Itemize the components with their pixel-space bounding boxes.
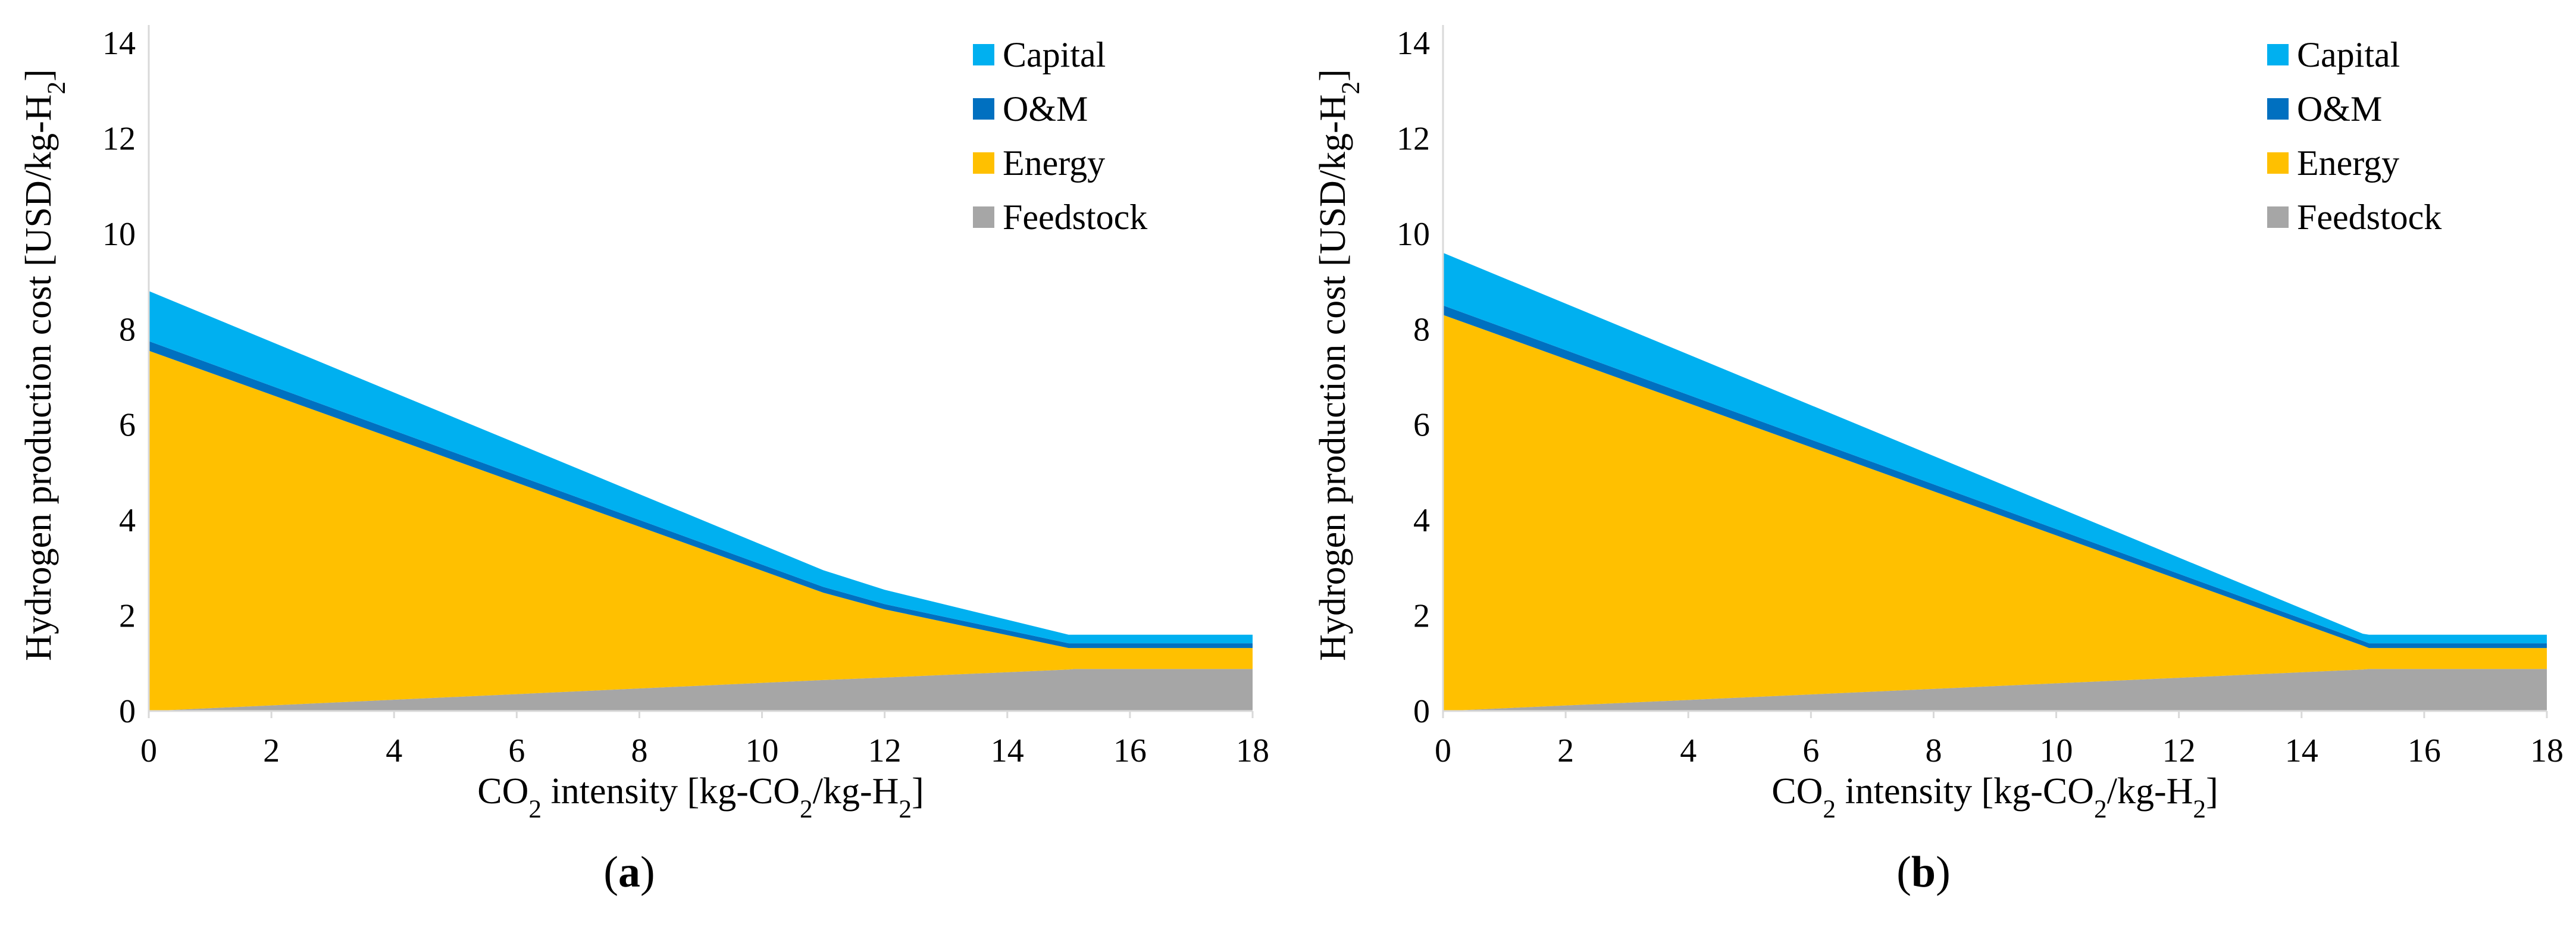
- legend-label-om: O&M: [2297, 89, 2382, 129]
- y-tick-label: 6: [119, 407, 136, 444]
- legend-swatch-om: [2267, 98, 2289, 120]
- x-tick-label: 6: [1802, 732, 1819, 769]
- x-tick-label: 14: [2285, 732, 2318, 769]
- legend-label-capital: Capital: [2297, 35, 2400, 74]
- x-tick-label: 4: [386, 732, 402, 769]
- legend-swatch-feedstock: [2267, 206, 2289, 228]
- legend-swatch-energy: [973, 152, 994, 174]
- y-axis-title: Hydrogen production cost [USD/kg-H2]: [18, 69, 71, 661]
- legend-label-feedstock: Feedstock: [1003, 198, 1147, 237]
- y-tick-label: 6: [1413, 407, 1430, 444]
- y-axis-title: Hydrogen production cost [USD/kg-H2]: [1313, 69, 1365, 661]
- x-tick-label: 8: [631, 732, 647, 769]
- x-axis-title: CO2 intensity [kg-CO2/kg-H2]: [1771, 771, 2218, 823]
- chart-svg: 0 2 4 6 8 10 12 14 0 2 4 6 8 10 12 14 16 18 CO2 intensity …: [1313, 25, 2564, 897]
- y-tick-label: 14: [102, 25, 136, 62]
- legend-swatch-feedstock: [973, 206, 994, 228]
- x-tick-label: 16: [1113, 732, 1147, 769]
- y-tick-label: 0: [119, 693, 136, 730]
- legend: Capital O&M Energy Feedstock: [973, 35, 1147, 237]
- x-tick-label: 12: [868, 732, 902, 769]
- y-tick-label: 12: [1397, 120, 1430, 157]
- area-energy: [1443, 315, 2547, 711]
- chart-panel-a: 0 2 4 6 8 10 12 14 0 2 4 6 8 10 12 14 16 18 CO2 intensity …: [18, 25, 1269, 897]
- x-tick-label: 8: [1925, 732, 1942, 769]
- y-tick-label: 2: [1413, 598, 1430, 635]
- legend-label-energy: Energy: [1003, 143, 1105, 183]
- y-tick-label: 0: [1413, 693, 1430, 730]
- panel-caption-label: b: [1911, 848, 1936, 897]
- x-tick-label: 0: [1435, 732, 1451, 769]
- y-tick-label: 10: [1397, 216, 1430, 253]
- y-tick-label: 4: [1413, 502, 1430, 539]
- legend-label-feedstock: Feedstock: [2297, 198, 2442, 237]
- x-tick-label: 18: [1236, 732, 1269, 769]
- legend-swatch-om: [973, 98, 994, 120]
- area-feedstock: [1443, 669, 2547, 711]
- x-tick-label: 16: [2408, 732, 2441, 769]
- x-tick-label: 18: [2530, 732, 2564, 769]
- y-tick-label: 8: [1413, 311, 1430, 348]
- legend-label-energy: Energy: [2297, 143, 2399, 183]
- y-tick-label: 2: [119, 598, 136, 635]
- panel-caption-label: a: [618, 848, 640, 897]
- y-tick-label: 14: [1397, 25, 1430, 62]
- area-energy: [149, 350, 1253, 711]
- x-tick-label: 10: [2040, 732, 2073, 769]
- y-tick-label: 8: [119, 311, 136, 348]
- x-axis-title: CO2 intensity [kg-CO2/kg-H2]: [477, 771, 924, 823]
- y-tick-label: 4: [119, 502, 136, 539]
- x-tick-label: 2: [1557, 732, 1574, 769]
- chart-panel-b: 0 2 4 6 8 10 12 14 0 2 4 6 8 10 12 14 16 18 CO2 intensity …: [1294, 0, 2576, 927]
- x-tick-label: 12: [2162, 732, 2196, 769]
- y-tick-label: 10: [102, 216, 136, 253]
- legend-label-capital: Capital: [1003, 35, 1106, 74]
- x-tick-label: 4: [1680, 732, 1697, 769]
- legend: Capital O&M Energy Feedstock: [2267, 35, 2442, 237]
- legend-swatch-capital: [2267, 44, 2289, 65]
- legend-swatch-capital: [973, 44, 994, 65]
- x-tick-label: 0: [140, 732, 157, 769]
- x-tick-label: 10: [746, 732, 779, 769]
- panel-caption: (b): [1896, 848, 1950, 897]
- y-tick-label: 12: [102, 120, 136, 157]
- legend-swatch-energy: [2267, 152, 2289, 174]
- x-tick-label: 14: [991, 732, 1024, 769]
- x-tick-label: 6: [508, 732, 525, 769]
- x-tick-label: 2: [263, 732, 280, 769]
- chart-svg: 0 2 4 6 8 10 12 14 0 2 4 6 8 10 12 14 16 18 CO2 intensity …: [18, 25, 1269, 897]
- legend-label-om: O&M: [1003, 89, 1088, 129]
- area-feedstock: [149, 669, 1253, 711]
- panel-caption: (a): [603, 848, 655, 897]
